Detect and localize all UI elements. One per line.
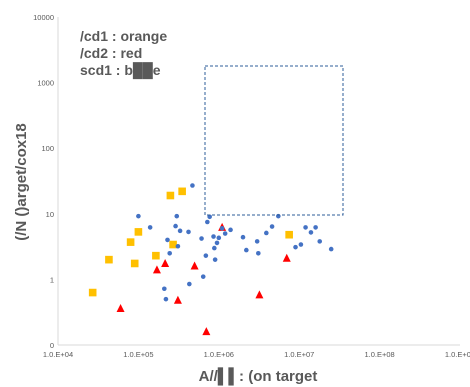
legend-entry: scd1 : b██e <box>80 62 161 80</box>
data-point <box>212 257 218 262</box>
data-point <box>308 230 314 235</box>
data-point <box>178 187 186 196</box>
data-point <box>254 239 260 244</box>
y-tick-labels: 0 1 10 100 1000 10000 <box>33 13 54 350</box>
data-point <box>222 231 228 236</box>
data-point <box>211 234 216 239</box>
data-point <box>264 230 269 236</box>
series-square <box>88 187 293 297</box>
data-point <box>105 255 113 264</box>
x-tick-labels: 1.0.E+04 1.0.E+05 1.0.E+06 1.0.E+07 1.0.E+08… <box>43 350 470 359</box>
data-point <box>169 240 177 249</box>
data-point <box>207 214 212 220</box>
data-point <box>203 253 209 258</box>
data-point <box>130 259 139 268</box>
data-point <box>190 261 199 270</box>
y-axis-label: (/N ()arget/cox18 <box>13 123 30 241</box>
y-tick-label: 100 <box>41 144 54 153</box>
legend-entry: /cd1 : orange <box>80 28 167 44</box>
y-tick-label: 10000 <box>33 13 54 22</box>
x-tick-label: 1.0.E+07 <box>284 350 314 359</box>
x-tick-label: 1.0.E+05 <box>123 350 153 359</box>
x-axis-label: A//▌▌: (on target <box>199 367 318 386</box>
data-point <box>313 225 318 230</box>
y-tick-label: 0 <box>50 341 54 350</box>
data-point <box>328 246 334 252</box>
data-point <box>205 219 210 225</box>
data-point <box>240 234 246 240</box>
data-point <box>173 295 182 304</box>
data-point <box>162 286 167 292</box>
data-point <box>303 225 308 230</box>
data-point <box>199 236 204 241</box>
data-point <box>202 327 211 336</box>
data-point <box>152 251 160 260</box>
x-tick-label: 1.0.E+04 <box>43 350 73 359</box>
data-point <box>200 274 206 279</box>
data-points <box>88 183 334 336</box>
data-point <box>255 290 264 299</box>
data-point <box>174 213 180 219</box>
data-point <box>152 265 161 274</box>
data-point <box>116 304 125 313</box>
data-point <box>228 227 233 233</box>
y-tick-label: 1 <box>50 275 54 284</box>
data-point <box>269 224 275 229</box>
data-point <box>147 225 153 230</box>
data-point <box>165 237 170 243</box>
data-point <box>285 230 293 239</box>
data-point <box>219 226 225 231</box>
data-point <box>136 213 141 219</box>
series-triangle <box>116 222 291 336</box>
y-tick-label: 1000 <box>37 79 54 88</box>
data-point <box>161 258 170 267</box>
data-point <box>282 253 291 262</box>
data-point <box>256 250 261 256</box>
data-point <box>177 228 183 234</box>
data-point <box>167 250 172 256</box>
data-point <box>134 228 143 236</box>
data-point <box>175 243 181 249</box>
legend-entry: /cd2 : red <box>80 45 142 61</box>
data-point <box>293 244 298 250</box>
data-point <box>244 247 249 253</box>
x-tick-label: 1.0.E+08 <box>364 350 394 359</box>
data-point <box>166 191 175 200</box>
data-point <box>190 183 195 188</box>
x-tick-label: 1.0.E+09 <box>445 350 470 359</box>
series-circle <box>136 183 334 302</box>
y-tick-label: 10 <box>46 210 54 219</box>
data-point <box>317 239 323 244</box>
data-point <box>298 242 304 247</box>
data-point <box>88 288 97 297</box>
data-point <box>173 223 178 229</box>
selection-box <box>204 65 344 216</box>
data-point <box>214 240 220 246</box>
data-point <box>126 238 135 246</box>
data-point <box>186 229 191 235</box>
data-point <box>163 296 169 302</box>
x-tick-label: 1.0.E+06 <box>204 350 234 359</box>
data-point <box>187 281 192 287</box>
data-point <box>212 245 217 251</box>
plot-area <box>57 17 460 346</box>
data-point <box>216 235 222 241</box>
